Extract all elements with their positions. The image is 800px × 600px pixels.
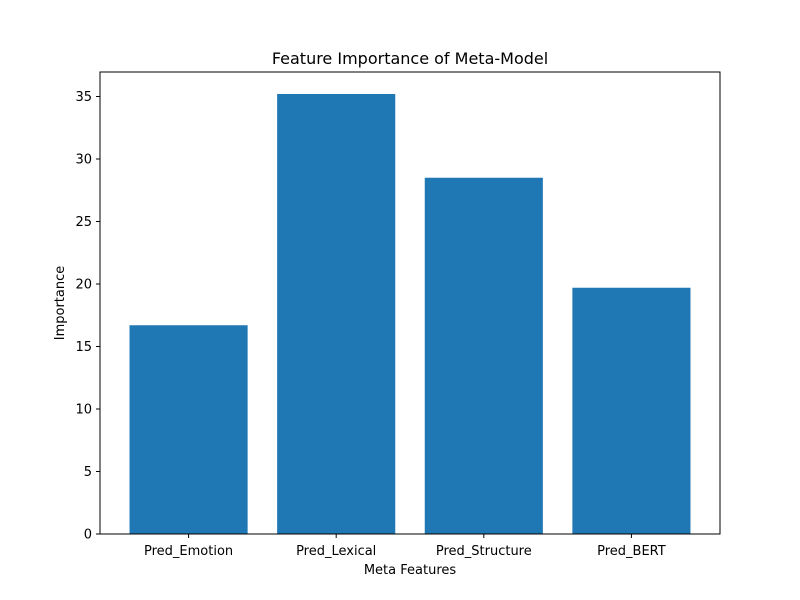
y-tick-label: 25 bbox=[75, 215, 92, 230]
bar-pred-structure bbox=[424, 177, 543, 534]
x-tick-label: Pred_Emotion bbox=[144, 544, 233, 559]
plot-frame bbox=[99, 71, 721, 535]
y-axis-label: Importance bbox=[53, 266, 68, 341]
y-tick-label: 0 bbox=[84, 528, 92, 543]
y-tick-label: 30 bbox=[75, 153, 92, 168]
x-tick-label: Pred_BERT bbox=[597, 544, 666, 559]
y-tick-label: 35 bbox=[75, 90, 92, 105]
y-tick-label: 15 bbox=[75, 340, 92, 355]
y-tick-label: 5 bbox=[84, 465, 92, 480]
bars-layer bbox=[129, 94, 691, 534]
chart-title: Feature Importance of Meta-Model bbox=[272, 49, 548, 68]
x-tick-label: Pred_Structure bbox=[436, 544, 532, 559]
bar-pred-emotion bbox=[129, 325, 248, 534]
y-tick-label: 20 bbox=[75, 278, 92, 293]
x-tick-label: Pred_Lexical bbox=[296, 544, 376, 559]
y-tick-label: 10 bbox=[75, 403, 92, 418]
bar-pred-lexical bbox=[277, 94, 396, 534]
bar-pred-bert bbox=[572, 287, 691, 534]
y-axis: 0 5 10 15 20 25 30 35 bbox=[75, 90, 100, 543]
x-axis-label: Meta Features bbox=[364, 563, 457, 578]
x-axis: Pred_Emotion Pred_Lexical Pred_Structure Pr… bbox=[144, 534, 666, 559]
